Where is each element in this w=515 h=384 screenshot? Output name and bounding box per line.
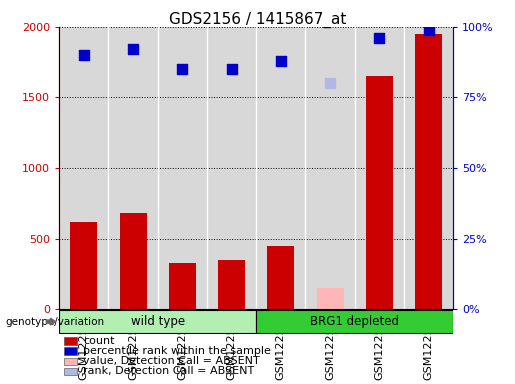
Point [326, 80, 334, 86]
Bar [64, 348, 77, 355]
Point [129, 46, 137, 53]
Point [375, 35, 384, 41]
Text: count: count [83, 336, 114, 346]
Text: BRG1 depleted: BRG1 depleted [310, 314, 399, 328]
Text: GDS2156 / 1415867_at: GDS2156 / 1415867_at [169, 12, 346, 28]
Text: percentile rank within the sample: percentile rank within the sample [83, 346, 271, 356]
Text: rank, Detection Call = ABSENT: rank, Detection Call = ABSENT [83, 366, 254, 376]
Bar [317, 288, 344, 309]
Point [178, 66, 186, 72]
Bar [59, 310, 256, 333]
Bar [169, 263, 196, 309]
Bar [64, 367, 77, 375]
Text: genotype/variation: genotype/variation [5, 316, 104, 327]
Point [277, 58, 285, 64]
Text: value, Detection Call = ABSENT: value, Detection Call = ABSENT [83, 356, 260, 366]
Point [228, 66, 236, 72]
Bar [366, 76, 393, 309]
Bar [256, 310, 453, 333]
Bar [119, 213, 147, 309]
Bar [415, 34, 442, 309]
Point [424, 26, 433, 33]
Point [80, 52, 88, 58]
Bar [71, 222, 97, 309]
Bar [218, 260, 245, 309]
Bar [64, 338, 77, 345]
Text: wild type: wild type [131, 314, 185, 328]
Bar [64, 358, 77, 365]
Bar [267, 246, 295, 309]
